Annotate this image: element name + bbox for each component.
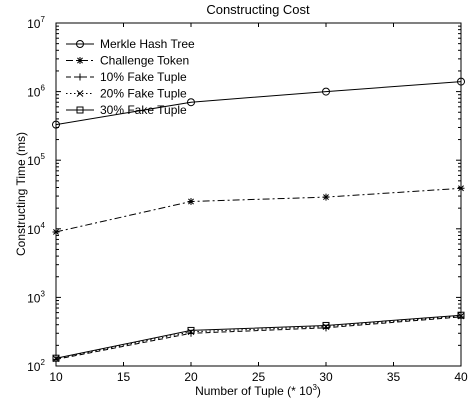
series-5 xyxy=(52,311,465,362)
series-line xyxy=(55,187,462,233)
data-point xyxy=(322,193,330,201)
series-1 xyxy=(52,77,465,129)
data-point xyxy=(52,354,60,362)
data-point xyxy=(322,87,330,96)
y-tick-label: 107 xyxy=(27,15,45,31)
legend-label: 30% Fake Tuple xyxy=(100,103,187,117)
legend-marker xyxy=(76,40,84,48)
data-point xyxy=(322,321,330,329)
legend-item: Merkle Hash Tree xyxy=(66,37,195,51)
y-tick-label: 102 xyxy=(27,358,45,374)
legend-label: 20% Fake Tuple xyxy=(100,87,187,101)
x-axis-label-main: Number of Tuple (* 10 xyxy=(195,384,313,398)
x-tick-label: 35 xyxy=(387,370,401,384)
y-tick-label: 103 xyxy=(27,289,45,305)
series-4 xyxy=(52,312,465,362)
data-point xyxy=(187,198,195,206)
y-tick-label: 105 xyxy=(27,152,45,168)
x-tick-label: 10 xyxy=(49,370,63,384)
y-tick-label: 104 xyxy=(27,221,45,237)
data-point xyxy=(187,326,195,334)
chart-title: Constructing Cost xyxy=(206,2,310,17)
series-layer xyxy=(52,77,465,363)
series-3 xyxy=(52,313,465,363)
legend: Merkle Hash Tree Challenge Token 10% Fake … xyxy=(66,37,195,117)
legend-item: 10% Fake Tuple xyxy=(66,70,187,84)
legend-item: 20% Fake Tuple xyxy=(66,87,187,101)
legend-label: Merkle Hash Tree xyxy=(100,37,195,51)
data-point xyxy=(52,120,60,129)
data-point xyxy=(457,77,465,86)
legend-item: Challenge Token xyxy=(66,54,189,68)
legend-marker xyxy=(76,90,84,97)
data-point xyxy=(457,184,465,192)
legend-marker xyxy=(76,57,84,64)
series-2 xyxy=(52,184,465,236)
data-point xyxy=(52,228,60,236)
series-line xyxy=(55,316,462,360)
y-axis-label: Constructing Time (ms) xyxy=(14,132,28,256)
data-point xyxy=(457,313,465,321)
plot-area: 10 15 20 25 30 35 40 102 103 104 105 106 107 xyxy=(27,15,468,384)
x-axis-label-exponent: 3 xyxy=(312,383,317,392)
series-line xyxy=(55,314,462,359)
x-tick-label: 15 xyxy=(117,370,131,384)
legend-label: Challenge Token xyxy=(100,54,189,68)
legend-marker xyxy=(76,73,84,81)
data-point xyxy=(457,311,465,319)
legend-item: 30% Fake Tuple xyxy=(66,103,187,117)
series-line xyxy=(55,81,462,126)
data-point xyxy=(52,355,60,362)
x-tick-label: 40 xyxy=(454,370,468,384)
x-axis-label: Number of Tuple (* 103) xyxy=(195,383,321,398)
data-point xyxy=(187,98,195,107)
legend-label: 10% Fake Tuple xyxy=(100,70,187,84)
x-tick-label: 25 xyxy=(252,370,266,384)
y-tick-label: 106 xyxy=(27,84,45,100)
x-tick-label: 20 xyxy=(184,370,198,384)
series-line xyxy=(55,315,462,360)
x-axis-label-close: ) xyxy=(317,384,321,398)
x-tick-label: 30 xyxy=(319,370,333,384)
legend-marker xyxy=(76,106,84,114)
